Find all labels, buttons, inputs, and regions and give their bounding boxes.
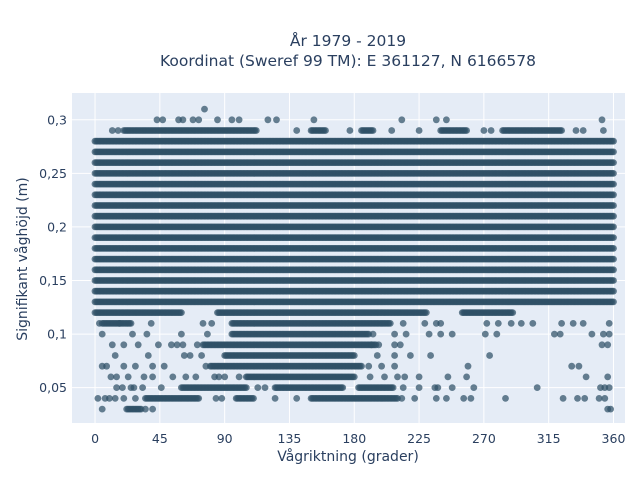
- data-point: [610, 245, 617, 252]
- data-points: [91, 105, 617, 413]
- data-point: [252, 127, 260, 134]
- data-point: [610, 234, 617, 242]
- data-point: [369, 127, 377, 134]
- data-point: [610, 202, 617, 209]
- data-point: [610, 212, 617, 220]
- data-point: [322, 127, 329, 134]
- data-point: [610, 266, 617, 274]
- chart-title-line-1: År 1979 - 2019: [290, 31, 406, 50]
- data-point: [610, 191, 617, 199]
- data-point: [610, 170, 617, 177]
- data-point: [610, 223, 617, 231]
- data-point: [610, 255, 617, 263]
- data-point: [610, 148, 617, 156]
- data-point: [610, 180, 617, 188]
- data-point: [558, 127, 565, 134]
- data-point: [610, 137, 617, 145]
- chart-title-line-2: Koordinat (Sweref 99 TM): E 361127, N 61…: [160, 52, 536, 70]
- data-point: [463, 127, 470, 134]
- data-point: [610, 159, 617, 167]
